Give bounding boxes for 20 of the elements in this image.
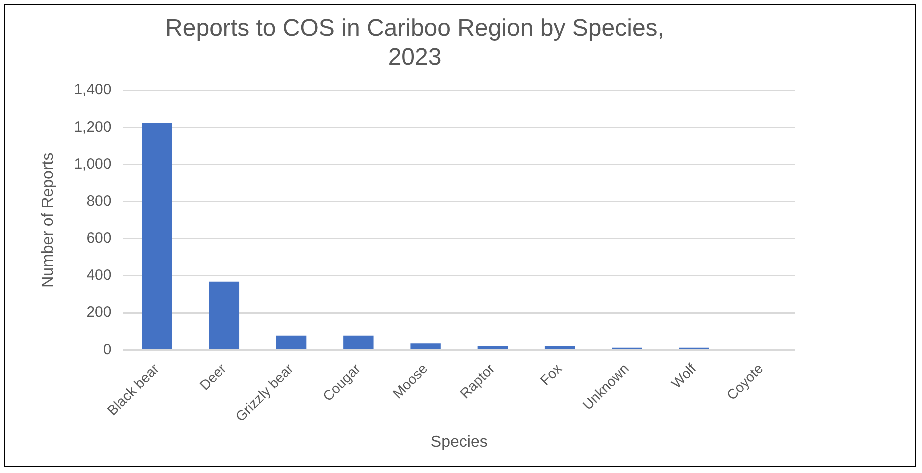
bar xyxy=(209,282,240,350)
bar xyxy=(544,346,576,350)
bar xyxy=(478,346,508,350)
y-tick-label: 200 xyxy=(86,304,112,322)
bar xyxy=(142,123,172,350)
y-tick-label: 1,000 xyxy=(74,156,112,173)
y-tick-label: 600 xyxy=(86,230,112,248)
y-tick-label: 1,200 xyxy=(74,118,112,136)
x-axis-title: Species xyxy=(430,434,488,451)
x-tick-label: Fox xyxy=(537,360,565,388)
y-tick-label: 800 xyxy=(86,192,112,210)
y-tick-label: 1,400 xyxy=(74,82,112,99)
bar xyxy=(344,336,374,350)
y-tick-label: 400 xyxy=(86,267,112,284)
bar xyxy=(410,344,441,350)
y-axis-title: Number of Reports xyxy=(40,152,58,288)
y-tick-label: 0 xyxy=(103,341,112,358)
bar xyxy=(276,336,307,350)
text: Reports to COS in Cariboo Region by Species, xyxy=(166,15,664,42)
text: 2023 xyxy=(388,44,442,71)
